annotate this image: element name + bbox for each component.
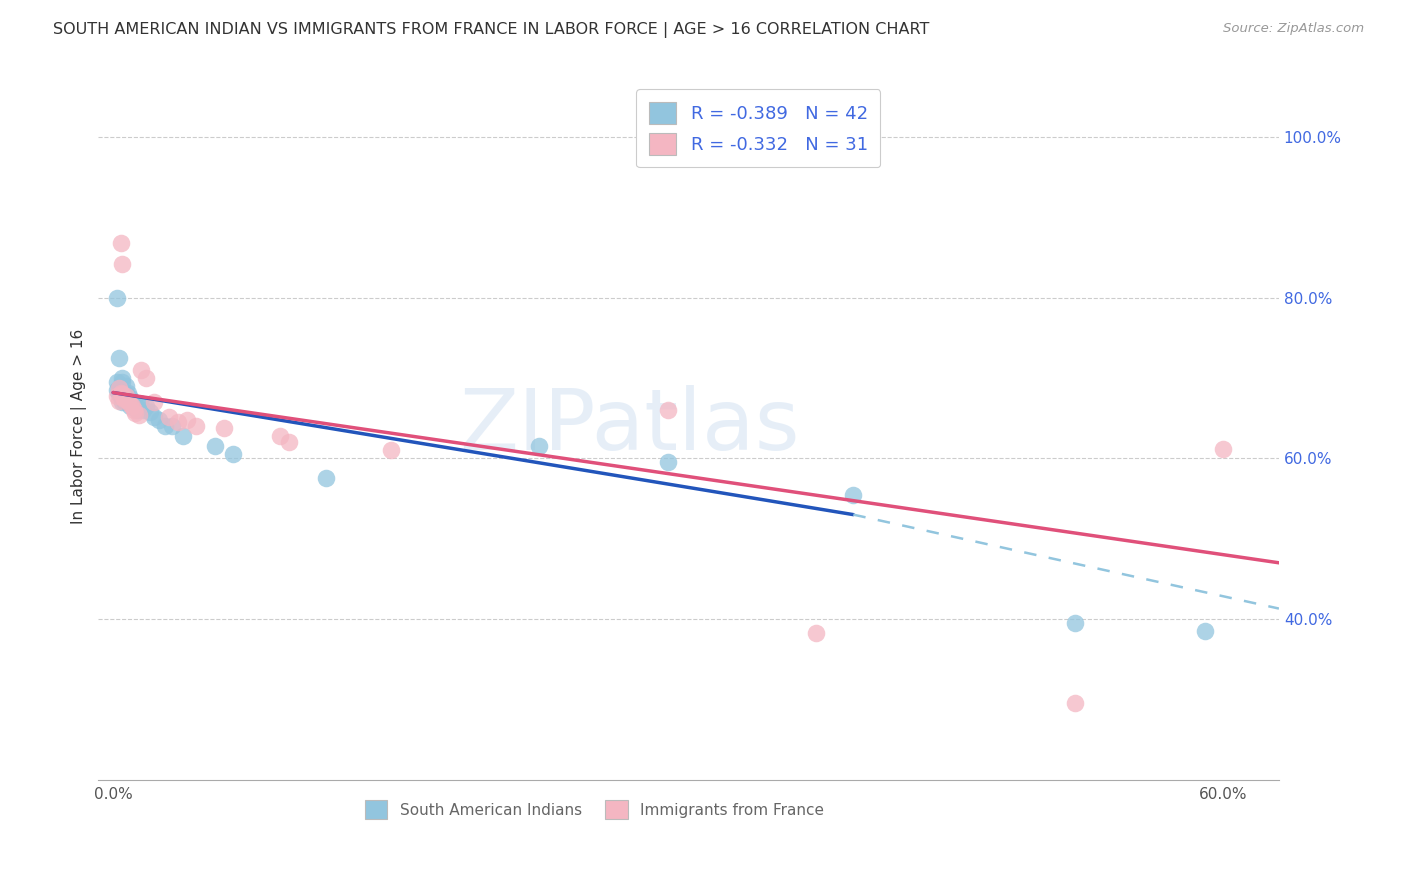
Point	[167, 415, 190, 429]
Point	[142, 395, 165, 409]
Point	[110, 390, 132, 404]
Point	[172, 429, 194, 443]
Text: Source: ZipAtlas.com: Source: ZipAtlas.com	[1223, 22, 1364, 36]
Point	[148, 413, 170, 427]
Point	[1212, 442, 1234, 456]
Point	[112, 394, 135, 409]
Point	[657, 403, 679, 417]
Point	[110, 385, 132, 400]
Point	[111, 395, 134, 409]
Point	[111, 387, 134, 401]
Point	[380, 443, 402, 458]
Point	[121, 393, 143, 408]
Point	[115, 379, 138, 393]
Point	[117, 385, 139, 400]
Point	[118, 397, 141, 411]
Point	[117, 393, 139, 408]
Point	[105, 291, 128, 305]
Point	[111, 257, 134, 271]
Point	[107, 393, 129, 408]
Point	[115, 387, 138, 401]
Point	[111, 371, 134, 385]
Point	[111, 390, 134, 404]
Point	[107, 381, 129, 395]
Point	[118, 391, 141, 405]
Point	[842, 487, 865, 501]
Point	[121, 399, 143, 413]
Point	[124, 397, 146, 411]
Point	[107, 351, 129, 365]
Point	[117, 393, 139, 408]
Point	[127, 403, 149, 417]
Point	[1064, 696, 1087, 710]
Point	[122, 395, 145, 409]
Point	[107, 381, 129, 395]
Point	[129, 399, 152, 413]
Point	[135, 399, 157, 413]
Y-axis label: In Labor Force | Age > 16: In Labor Force | Age > 16	[72, 328, 87, 524]
Point	[128, 408, 150, 422]
Point	[115, 389, 138, 403]
Point	[135, 371, 157, 385]
Point	[315, 471, 337, 485]
Point	[186, 419, 208, 434]
Point	[118, 399, 141, 413]
Point	[132, 403, 155, 417]
Point	[527, 439, 550, 453]
Point	[105, 389, 128, 403]
Point	[105, 383, 128, 397]
Point	[115, 392, 138, 407]
Point	[111, 375, 134, 389]
Point	[157, 409, 180, 424]
Legend: South American Indians, Immigrants from France: South American Indians, Immigrants from …	[359, 794, 830, 825]
Point	[657, 455, 679, 469]
Point	[204, 439, 226, 453]
Point	[107, 387, 129, 401]
Point	[112, 391, 135, 405]
Point	[105, 375, 128, 389]
Point	[124, 407, 146, 421]
Point	[212, 421, 235, 435]
Point	[176, 413, 198, 427]
Point	[1194, 624, 1216, 638]
Point	[112, 392, 135, 406]
Point	[222, 447, 245, 461]
Point	[139, 405, 162, 419]
Point	[153, 419, 176, 434]
Point	[122, 403, 145, 417]
Point	[129, 363, 152, 377]
Point	[269, 429, 291, 443]
Text: SOUTH AMERICAN INDIAN VS IMMIGRANTS FROM FRANCE IN LABOR FORCE | AGE > 16 CORREL: SOUTH AMERICAN INDIAN VS IMMIGRANTS FROM…	[53, 22, 929, 38]
Text: ZIPatlas: ZIPatlas	[460, 384, 800, 467]
Point	[110, 385, 132, 400]
Point	[278, 434, 301, 449]
Point	[806, 626, 828, 640]
Point	[142, 409, 165, 424]
Point	[162, 419, 184, 434]
Point	[112, 385, 135, 400]
Point	[1064, 615, 1087, 630]
Point	[110, 236, 132, 251]
